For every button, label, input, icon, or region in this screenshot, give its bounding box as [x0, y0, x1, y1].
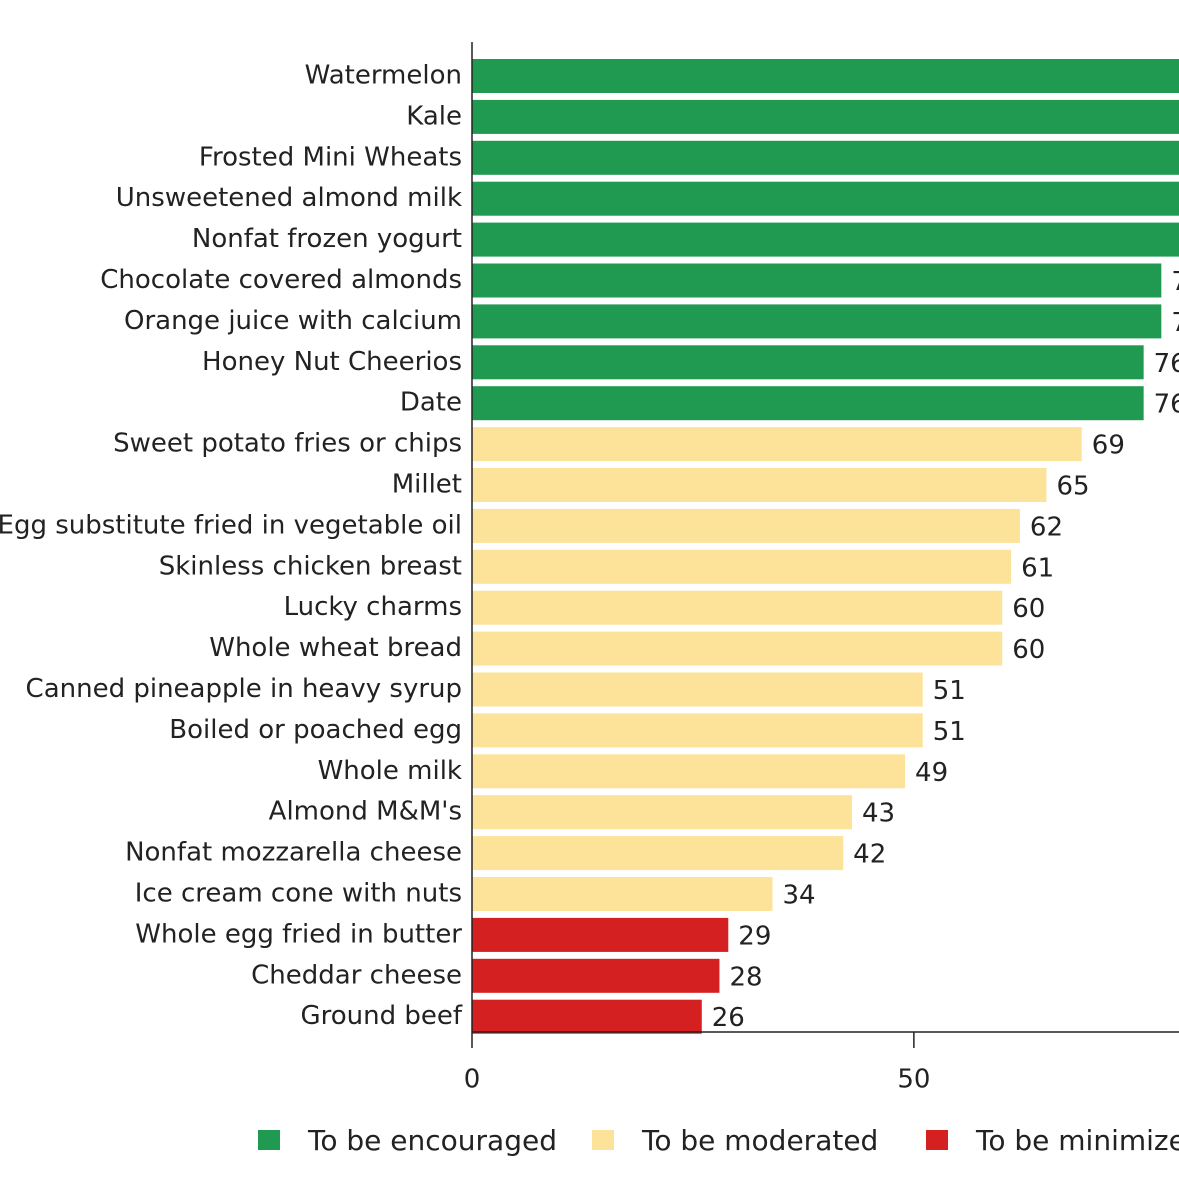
legend-label: To be minimized: [975, 1124, 1179, 1157]
bar: [472, 386, 1144, 421]
bar: [472, 549, 1012, 584]
value-label: 60: [1012, 594, 1045, 624]
category-label: Nonfat mozzarella cheese: [125, 838, 462, 868]
value-label: 61: [1021, 553, 1054, 583]
category-label: Boiled or poached egg: [169, 715, 462, 745]
bar: [472, 672, 923, 707]
bar: [472, 508, 1020, 543]
legend-swatch: [592, 1130, 614, 1150]
category-label: Nonfat frozen yogurt: [192, 224, 462, 254]
value-label: 28: [729, 962, 762, 992]
category-label: Watermelon: [305, 61, 462, 91]
category-label: Date: [400, 388, 462, 418]
bar: [472, 140, 1179, 175]
legend: To be encouraged To be moderated To be min…: [258, 1124, 1179, 1157]
category-label: Unsweetened almond milk: [116, 183, 462, 213]
category-label: Whole milk: [318, 756, 462, 786]
value-label: 62: [1030, 512, 1063, 542]
bar: [472, 836, 844, 871]
legend-label: To be encouraged: [307, 1124, 557, 1157]
bar: [472, 468, 1047, 502]
bar: [472, 427, 1082, 462]
bar: [472, 345, 1144, 380]
bar: [472, 181, 1179, 216]
value-label: 76: [1154, 390, 1179, 420]
category-label: Ice cream cone with nuts: [135, 879, 462, 909]
value-label: 49: [915, 758, 948, 788]
category-label: Almond M&M's: [269, 797, 462, 827]
bar: [472, 263, 1162, 298]
bar: [472, 713, 923, 748]
bar: [472, 59, 1179, 93]
category-label: Frosted Mini Wheats: [199, 142, 462, 172]
value-label: 42: [853, 840, 886, 870]
category-label: Chocolate covered almonds: [100, 265, 462, 295]
value-label: 29: [738, 921, 771, 951]
value-label: 43: [862, 799, 895, 829]
value-label: 69: [1092, 431, 1125, 461]
legend-swatch: [258, 1130, 280, 1150]
x-tick-label: 50: [897, 1065, 930, 1095]
category-label: Skinless chicken breast: [159, 551, 462, 581]
bar: [472, 590, 1003, 625]
category-label: Canned pineapple in heavy syrup: [26, 674, 462, 704]
value-label: 34: [782, 881, 815, 911]
category-label: Cheddar cheese: [251, 960, 462, 990]
bar: [472, 222, 1179, 257]
bar: [472, 754, 906, 789]
category-label: Egg substitute fried in vegetable oil: [0, 510, 462, 540]
bar: [472, 631, 1003, 666]
value-label: 51: [933, 717, 966, 747]
category-label: Orange juice with calcium: [124, 306, 462, 336]
value-label: 78: [1171, 267, 1179, 297]
category-label: Lucky charms: [284, 592, 462, 622]
value-label: 60: [1012, 635, 1045, 665]
bar: [472, 877, 773, 911]
value-label: 51: [933, 676, 966, 706]
bar: [472, 999, 702, 1034]
legend-label: To be moderated: [641, 1124, 878, 1157]
x-tick-label: 0: [464, 1065, 481, 1095]
category-label: Sweet potato fries or chips: [113, 429, 462, 459]
value-label: 78: [1171, 308, 1179, 338]
bar: [472, 304, 1162, 339]
bar: [472, 958, 720, 993]
category-label: Whole egg fried in butter: [135, 919, 462, 949]
category-label: Kale: [406, 101, 462, 131]
category-label: Ground beef: [300, 1001, 462, 1031]
value-label: 65: [1056, 472, 1089, 502]
bar: [472, 99, 1179, 134]
bar: [472, 917, 729, 952]
value-label: 26: [712, 1003, 745, 1033]
value-label: 76: [1154, 349, 1179, 379]
category-label: Whole wheat bread: [209, 633, 462, 663]
legend-swatch: [926, 1130, 948, 1150]
bar: [472, 795, 853, 830]
category-label: Honey Nut Cheerios: [202, 347, 462, 377]
category-label: Millet: [392, 470, 462, 500]
